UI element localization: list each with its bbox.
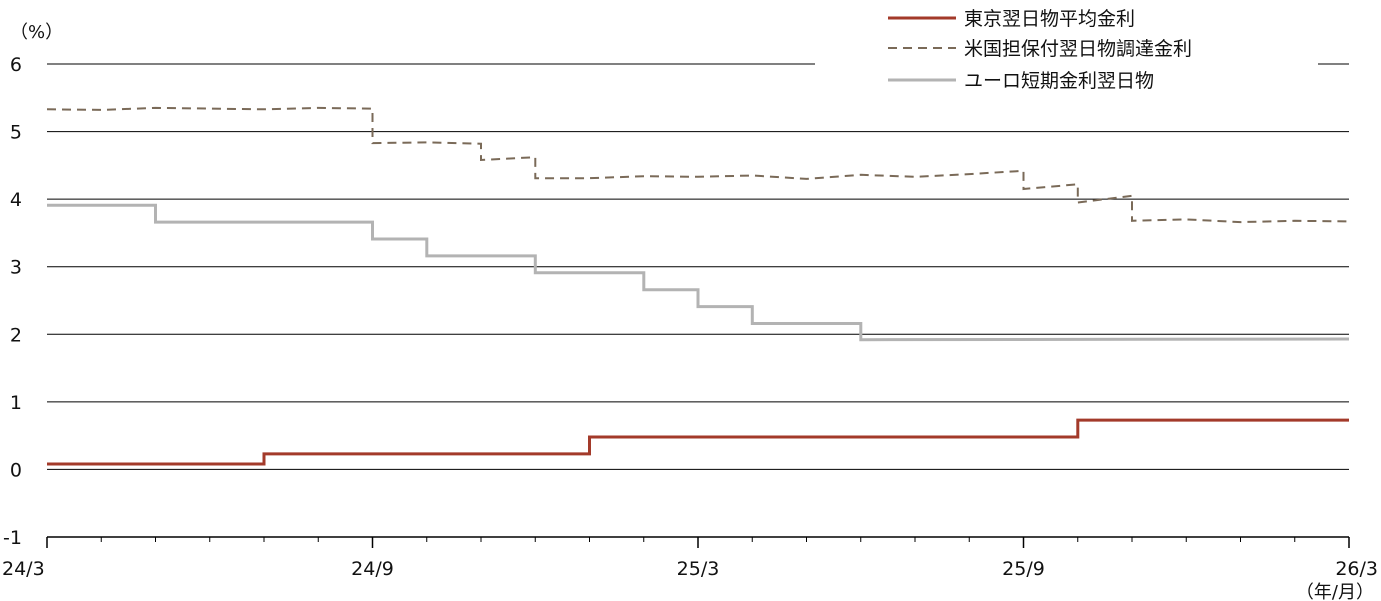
x-tick-label: 26/3 — [1335, 558, 1378, 580]
y-tick-label: 3 — [10, 257, 22, 279]
series-lines — [46, 106, 1350, 466]
y-tick-label: 4 — [10, 189, 22, 211]
y-tick-label: 1 — [10, 392, 22, 414]
y-axis-unit: （%） — [10, 22, 63, 43]
x-axis-unit: （年/月） — [1296, 582, 1374, 601]
series-line-1 — [46, 106, 1350, 224]
y-tick-label: 2 — [10, 324, 22, 346]
y-tick-label: 0 — [10, 459, 22, 481]
x-tick-label: 24/3 — [2, 558, 45, 580]
legend-label-0: 東京翌日物平均金利 — [964, 8, 1135, 30]
y-tick-label: 5 — [10, 122, 22, 144]
y-tick-label: 6 — [10, 54, 22, 76]
x-tick-label: 24/9 — [351, 558, 394, 580]
y-tick-label: -1 — [3, 527, 22, 549]
x-axis: 24/3 24/9 25/3 25/9 26/3 — [2, 536, 1378, 580]
legend-label-1: 米国担保付翌日物調達金利 — [964, 38, 1192, 60]
series-line-2 — [47, 203, 1350, 342]
x-tick-label: 25/3 — [677, 558, 720, 580]
legend-label-2: ユーロ短期金利翌日物 — [964, 70, 1154, 92]
x-tick-label: 25/9 — [1002, 558, 1045, 580]
y-tick-labels: -1 0 1 2 3 4 5 6 — [3, 54, 22, 549]
grid-lines — [47, 63, 1349, 470]
series-line-0 — [47, 418, 1349, 466]
